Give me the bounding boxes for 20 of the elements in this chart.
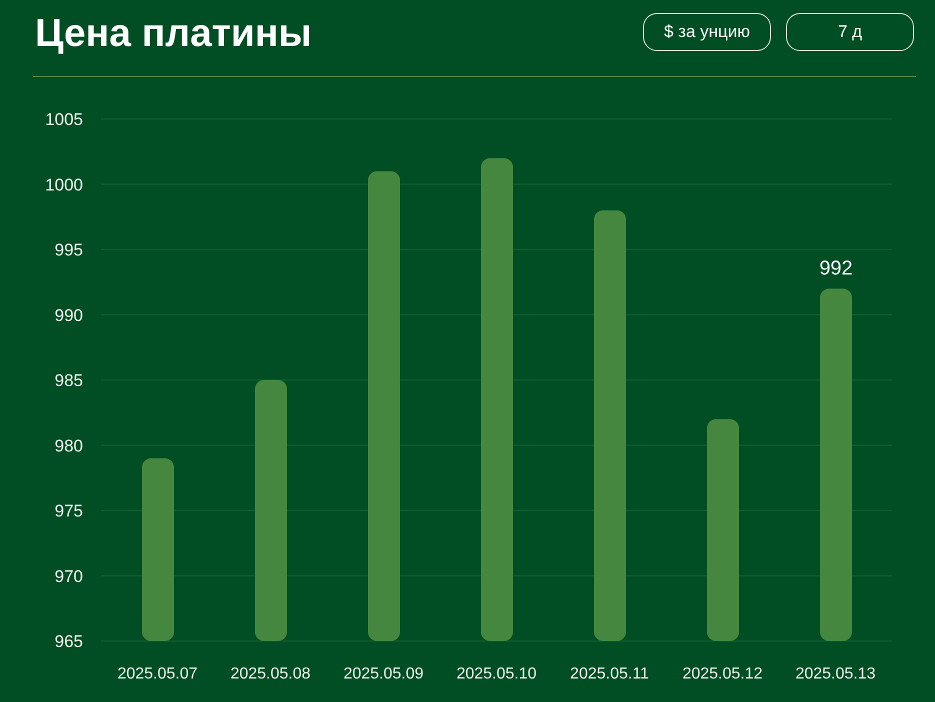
x-tick-label: 2025.05.11 [570,665,650,682]
chart-title: Цена платины [35,11,312,57]
x-tick-label: 2025.05.10 [456,665,537,682]
y-tick-label: 965 [54,632,83,652]
x-tick-label: 2025.05.08 [230,665,311,682]
x-tick-label: 2025.05.13 [795,665,876,682]
x-tick-label: 2025.05.07 [117,665,198,682]
y-tick-label: 990 [54,306,83,325]
y-tick-label: 980 [54,436,83,456]
y-tick-label: 1000 [45,175,83,194]
y-tick-label: 975 [54,502,83,521]
y-tick-label: 985 [54,371,83,390]
unit-button[interactable]: $ за унцию [643,13,771,51]
x-tick-label: 2025.05.12 [682,665,763,682]
y-tick-label: 995 [54,240,83,260]
period-button[interactable]: 7 д [786,13,914,51]
y-tick-label: 1005 [45,110,83,130]
y-tick-label: 970 [54,566,83,586]
data-label: 992 [819,258,853,280]
x-tick-label: 2025.05.09 [343,665,424,682]
